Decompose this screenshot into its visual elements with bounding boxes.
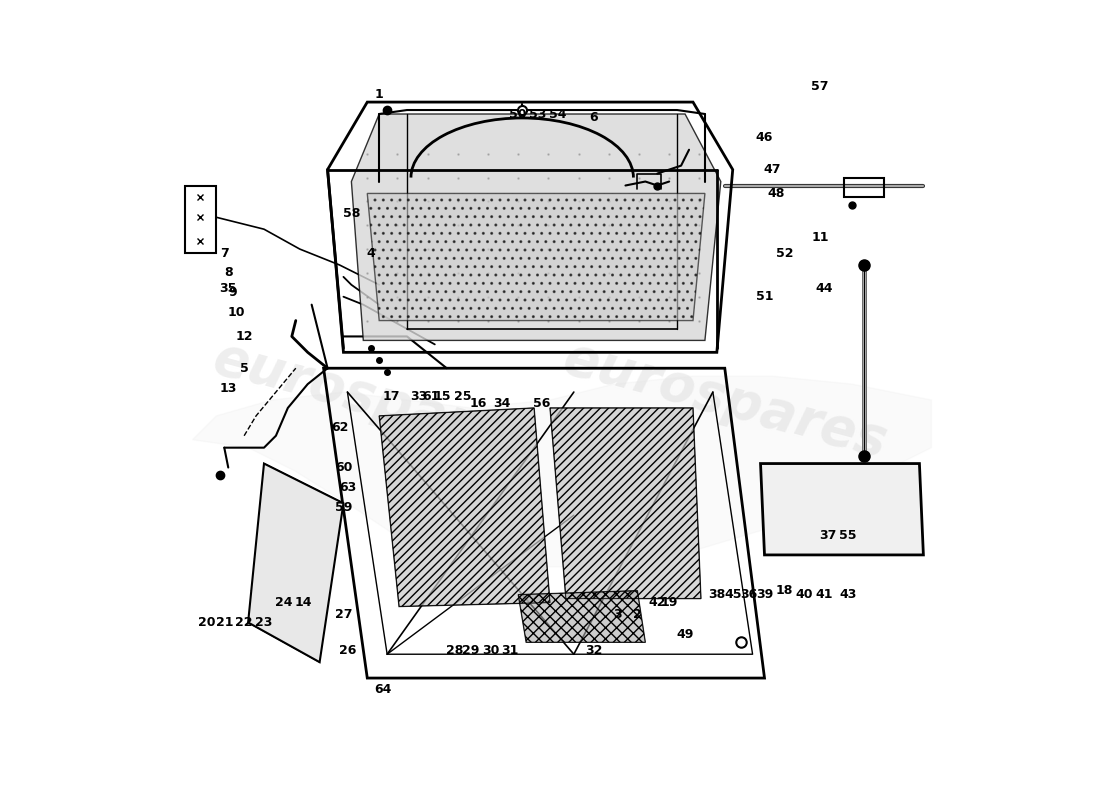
Text: 41: 41 bbox=[815, 588, 833, 601]
Polygon shape bbox=[379, 408, 550, 606]
Text: 15: 15 bbox=[434, 390, 451, 402]
Text: 44: 44 bbox=[815, 282, 833, 295]
Polygon shape bbox=[550, 408, 701, 598]
Text: 37: 37 bbox=[820, 529, 837, 542]
Text: 58: 58 bbox=[343, 207, 360, 220]
Polygon shape bbox=[367, 194, 705, 321]
Text: 21: 21 bbox=[216, 616, 233, 629]
Text: 55: 55 bbox=[839, 529, 857, 542]
Text: 16: 16 bbox=[470, 398, 487, 410]
Polygon shape bbox=[192, 376, 932, 567]
Text: 38: 38 bbox=[708, 588, 726, 601]
Text: 26: 26 bbox=[339, 644, 356, 657]
Text: 2: 2 bbox=[632, 608, 641, 621]
Text: 11: 11 bbox=[812, 230, 829, 244]
Text: 51: 51 bbox=[756, 290, 773, 303]
Text: 61: 61 bbox=[422, 390, 440, 402]
Text: 1: 1 bbox=[375, 88, 384, 101]
Text: 40: 40 bbox=[795, 588, 813, 601]
Text: 45: 45 bbox=[724, 588, 741, 601]
Text: 47: 47 bbox=[763, 163, 781, 176]
Text: 25: 25 bbox=[454, 390, 472, 402]
Text: 27: 27 bbox=[334, 608, 352, 621]
Text: 20: 20 bbox=[198, 616, 216, 629]
Text: 54: 54 bbox=[549, 107, 566, 121]
Text: 60: 60 bbox=[334, 461, 352, 474]
Text: eurospares: eurospares bbox=[557, 332, 892, 468]
Text: 13: 13 bbox=[220, 382, 236, 394]
Text: 9: 9 bbox=[228, 286, 236, 299]
Text: 49: 49 bbox=[676, 628, 694, 641]
Text: 6: 6 bbox=[590, 111, 598, 125]
Text: 43: 43 bbox=[839, 588, 857, 601]
Text: 8: 8 bbox=[224, 266, 232, 279]
Text: 14: 14 bbox=[295, 596, 312, 609]
Text: 32: 32 bbox=[585, 644, 603, 657]
Polygon shape bbox=[760, 463, 923, 555]
Text: 39: 39 bbox=[756, 588, 773, 601]
Text: 4: 4 bbox=[367, 246, 375, 259]
Text: 10: 10 bbox=[228, 306, 245, 319]
Text: 34: 34 bbox=[494, 398, 512, 410]
Text: 12: 12 bbox=[235, 330, 253, 343]
Text: 22: 22 bbox=[235, 616, 253, 629]
Text: eurospares: eurospares bbox=[208, 332, 543, 468]
Text: 18: 18 bbox=[776, 584, 793, 597]
Text: 36: 36 bbox=[740, 588, 757, 601]
Text: 53: 53 bbox=[529, 107, 547, 121]
Text: 35: 35 bbox=[220, 282, 236, 295]
Text: 17: 17 bbox=[383, 390, 400, 402]
Text: 31: 31 bbox=[502, 644, 519, 657]
Text: 52: 52 bbox=[776, 246, 793, 259]
Text: 59: 59 bbox=[334, 501, 352, 514]
Text: 50: 50 bbox=[509, 107, 527, 121]
Text: 24: 24 bbox=[275, 596, 293, 609]
Text: 42: 42 bbox=[649, 596, 666, 609]
Text: 5: 5 bbox=[240, 362, 249, 374]
Text: 46: 46 bbox=[756, 131, 773, 144]
Text: 19: 19 bbox=[660, 596, 678, 609]
Text: 56: 56 bbox=[534, 398, 551, 410]
Text: 64: 64 bbox=[374, 683, 392, 697]
Text: 62: 62 bbox=[331, 422, 349, 434]
Text: 7: 7 bbox=[220, 246, 229, 259]
Polygon shape bbox=[249, 463, 343, 662]
Text: 29: 29 bbox=[462, 644, 480, 657]
Text: 33: 33 bbox=[410, 390, 428, 402]
Text: 3: 3 bbox=[613, 608, 621, 621]
Polygon shape bbox=[351, 114, 720, 341]
Text: 48: 48 bbox=[768, 187, 785, 200]
Text: 28: 28 bbox=[446, 644, 463, 657]
Text: 30: 30 bbox=[482, 644, 499, 657]
Text: 63: 63 bbox=[339, 481, 356, 494]
Text: 57: 57 bbox=[812, 80, 829, 93]
Text: 23: 23 bbox=[255, 616, 273, 629]
Polygon shape bbox=[518, 590, 646, 642]
